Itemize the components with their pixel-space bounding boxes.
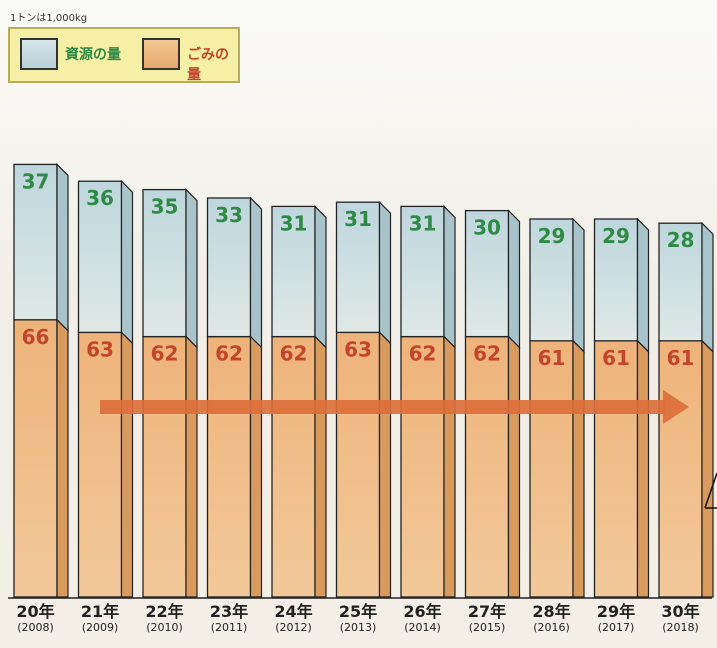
bar-resource-side [314,204,327,350]
bar-trash-side [443,335,456,598]
legend-swatch-resource [20,38,58,70]
unit-note: 1トンは1,000kg [10,13,88,24]
bar-trash-side [314,335,327,598]
bar-resource [658,222,703,342]
bar-trash-side [636,339,650,598]
resource-value-label: 29 [538,224,566,248]
bar-trash-side [56,318,69,598]
bar-resource [335,201,381,334]
trash-value-label: 61 [602,346,630,370]
bar-resource-side [572,217,585,354]
trash-value-label: 62 [215,342,243,366]
trend-arrow-shaft [100,400,665,414]
bar-trash [206,335,252,598]
bar-trash-side [507,335,521,598]
resource-value-label: 35 [151,195,179,219]
bar-trash-side [378,330,392,598]
bar-trash [13,319,58,598]
bar-resource-side [185,188,198,350]
trash-value-label: 62 [151,342,179,366]
legend: 資源の量 ごみの量 [8,27,240,83]
bar-resource-side [56,162,69,333]
trash-value-label: 62 [409,342,437,366]
bar-trash-side [185,335,198,598]
bar-resource-side [636,217,650,354]
legend-label-trash: ごみの量 [187,47,229,83]
bar-trash-side [249,335,263,598]
bar-trash [658,340,703,598]
trash-value-label: 61 [538,346,566,370]
bar-trash [271,335,316,598]
resource-value-label: 30 [473,216,501,240]
legend-swatch-trash [142,38,180,70]
bar-trash [464,335,510,598]
bar-trash [529,340,574,598]
resource-value-label: 37 [22,169,50,193]
trash-value-label: 62 [280,342,308,366]
bar-resource-side [249,196,263,350]
resource-value-label: 31 [280,211,308,235]
legend-label-resource: 資源の量 [65,47,121,63]
trash-value-label: 63 [86,337,114,361]
bar-resource [142,188,187,338]
resource-value-label: 28 [667,228,695,252]
resource-value-label: 36 [86,186,114,210]
trend-arrow-head [663,390,689,424]
trash-value-label: 61 [667,346,695,370]
bar-resource-side [120,179,134,345]
bar-trash [335,331,381,598]
resource-value-label: 33 [215,203,243,227]
bar-resource-side [701,221,714,354]
bar-trash [142,335,187,598]
bar-resource [271,205,316,338]
edge-triangle-line [704,472,717,509]
resource-value-label: 31 [344,207,372,231]
bar-trash-side [572,339,585,598]
bar-resource [593,218,639,342]
trash-value-label: 66 [22,325,50,349]
bar-trash-side [120,330,134,598]
trash-value-label: 62 [473,342,501,366]
bar-resource [206,197,252,338]
bar-resource [464,209,510,338]
bar-resource [77,180,123,334]
bar-trash [400,335,445,598]
bar-resource-side [443,204,456,350]
bar-trash [593,340,639,598]
bar-resource [400,205,445,338]
trash-value-label: 63 [344,337,372,361]
resource-value-label: 31 [409,211,437,235]
bar-resource-side [507,209,521,350]
resource-value-label: 29 [602,224,630,248]
bar-trash [77,331,123,598]
bar-trash-side [701,339,714,598]
bar-resource-side [378,200,392,345]
